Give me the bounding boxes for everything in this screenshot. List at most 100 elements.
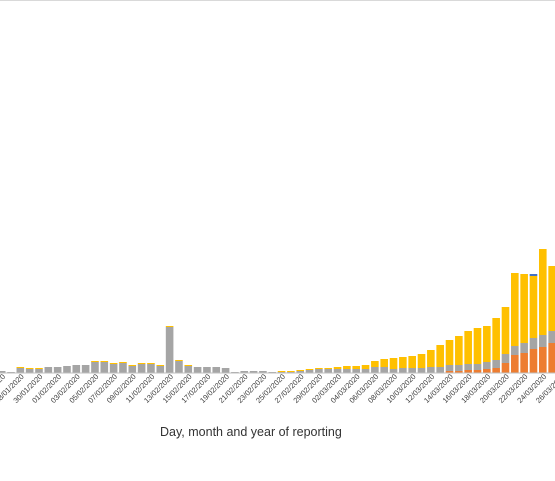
x-tick-labels-group: 26/01/202028/01/202030/01/202001/02/2020… (0, 372, 555, 405)
bar-segment-series3-11/03/2020 (417, 354, 426, 368)
bar-segment-series3-20/03/2020 (501, 307, 510, 354)
bar-segment-series3-29/01/2020 (25, 368, 34, 369)
bar-segment-series3-23/03/2020 (529, 276, 538, 338)
bar-segment-series2-21/03/2020 (511, 346, 519, 355)
bar-segment-series2-04/02/2020 (81, 365, 90, 373)
bar-segment-series2-14/03/2020 (445, 365, 454, 371)
bar-segment-series3-17/03/2020 (473, 328, 482, 364)
bar-segment-series3-29/02/2020 (315, 368, 323, 369)
bar-segment-series1-14/03/2020 (445, 371, 454, 373)
bar-segment-series2-04/03/2020 (352, 369, 361, 373)
bar-segment-series3-24/03/2020 (539, 249, 547, 335)
bar-segment-series2-16/02/2020 (193, 367, 202, 373)
bar-segment-series3-18/03/2020 (483, 326, 491, 362)
bar-segment-series2-16/03/2020 (464, 364, 472, 370)
bar-segment-series2-12/03/2020 (427, 367, 435, 373)
bar-segment-series2-15/03/2020 (455, 365, 463, 371)
bar-segment-series2-08/02/2020 (119, 363, 127, 373)
bar-segment-series3-21/03/2020 (511, 273, 519, 346)
bar-segment-series2-08/03/2020 (389, 369, 398, 373)
bar-segment-series2-07/03/2020 (380, 367, 388, 373)
bar-segment-series3-01/03/2020 (324, 368, 333, 369)
bar-segment-series2-30/01/2020 (35, 369, 43, 373)
bar-segment-series3-25/03/2020 (548, 266, 555, 331)
bar-segment-series3-06/02/2020 (100, 361, 109, 362)
bar-segment-series3-11/02/2020 (147, 363, 155, 364)
bar-segment-series2-20/03/2020 (501, 354, 510, 363)
bar-segment-series3-08/03/2020 (389, 358, 398, 369)
bar-segment-series2-22/03/2020 (520, 343, 528, 353)
bar-segment-series2-31/01/2020 (44, 367, 53, 373)
bar-segment-series4-23/03/2020 (529, 274, 538, 276)
bar-segment-series2-13/03/2020 (436, 367, 444, 373)
bar-segment-series3-10/02/2020 (137, 363, 146, 364)
bar-segment-series2-19/02/2020 (221, 368, 230, 373)
bar-segment-series1-17/03/2020 (473, 370, 482, 373)
bar-segment-series3-28/02/2020 (305, 369, 314, 370)
bar-segment-series1-22/03/2020 (520, 353, 528, 373)
bar-segment-series2-06/02/2020 (100, 362, 109, 373)
bar-segment-series2-22/02/2020 (249, 371, 258, 373)
bar-segment-series3-08/02/2020 (119, 362, 127, 363)
bar-segment-series2-05/03/2020 (361, 369, 370, 373)
bar-segment-series3-07/03/2020 (380, 359, 388, 367)
bar-segment-series2-13/02/2020 (165, 327, 174, 373)
bar-segment-series3-26/02/2020 (287, 371, 295, 372)
bar-segment-series2-06/03/2020 (371, 367, 379, 373)
bar-segment-series2-03/03/2020 (343, 369, 351, 373)
bar-segment-series3-05/03/2020 (361, 365, 370, 369)
bar-segment-series2-26/01/2020 (0, 371, 6, 373)
bar-segment-series3-15/02/2020 (184, 365, 193, 366)
bar-segment-series2-11/03/2020 (417, 368, 426, 373)
bar-segment-series1-19/03/2020 (492, 368, 500, 373)
bar-segment-series2-07/02/2020 (109, 364, 118, 373)
bar-segment-series1-18/03/2020 (483, 369, 491, 373)
bar-segment-series3-06/03/2020 (371, 361, 379, 367)
bar-segment-series3-19/03/2020 (492, 318, 500, 360)
bar-segment-series3-16/03/2020 (464, 331, 472, 364)
bar-segment-series1-21/03/2020 (511, 355, 519, 373)
bar-segment-series3-12/03/2020 (427, 350, 435, 367)
bar-segment-series2-25/03/2020 (548, 331, 555, 343)
bar-segment-series2-27/02/2020 (296, 371, 305, 373)
bar-segment-series2-28/02/2020 (305, 370, 314, 373)
bar-segment-series1-15/03/2020 (455, 371, 463, 373)
bar-segment-series1-25/03/2020 (548, 343, 555, 373)
bar-segment-series3-25/02/2020 (277, 371, 286, 372)
bar-segment-series2-14/02/2020 (175, 361, 183, 373)
bar-segment-series1-16/03/2020 (464, 370, 472, 373)
bar-segment-series3-28/01/2020 (16, 367, 25, 368)
bar-segment-series3-03/03/2020 (343, 366, 351, 369)
bar-segment-series2-19/03/2020 (492, 360, 500, 368)
bar-segment-series3-15/03/2020 (455, 336, 463, 365)
bar-segment-series3-13/02/2020 (165, 326, 174, 327)
bar-segment-series2-09/03/2020 (399, 368, 407, 373)
bar-segment-series1-24/03/2020 (539, 347, 547, 373)
bar-segment-series1-20/03/2020 (501, 363, 510, 373)
bar-segment-series2-10/03/2020 (408, 368, 416, 373)
bar-segment-series2-01/02/2020 (53, 367, 62, 373)
bar-segment-series2-18/02/2020 (212, 367, 221, 373)
bar-segment-series2-15/02/2020 (184, 366, 193, 373)
bar-segment-series3-10/03/2020 (408, 356, 416, 368)
bar-segment-series3-27/02/2020 (296, 370, 305, 371)
bars-group (0, 249, 555, 373)
bar-segment-series2-09/02/2020 (128, 366, 137, 373)
bar-segment-series2-01/03/2020 (324, 369, 333, 373)
bar-segment-series3-02/03/2020 (333, 367, 342, 369)
bar-segment-series2-18/03/2020 (483, 362, 491, 369)
bar-segment-series2-02/03/2020 (333, 369, 342, 373)
bar-segment-series2-12/02/2020 (156, 366, 165, 373)
bar-segment-series2-10/02/2020 (137, 364, 146, 373)
bar-segment-series3-05/02/2020 (91, 361, 99, 362)
bar-segment-series1-23/03/2020 (529, 349, 538, 373)
bar-segment-series2-17/02/2020 (203, 367, 211, 373)
x-axis-label: Day, month and year of reporting (160, 425, 342, 439)
bar-segment-series3-12/02/2020 (156, 365, 165, 366)
bar-segment-series2-28/01/2020 (16, 368, 25, 373)
bar-segment-series2-03/02/2020 (72, 365, 81, 373)
bar-segment-series2-29/02/2020 (315, 369, 323, 373)
bar-segment-series3-14/03/2020 (445, 340, 454, 365)
